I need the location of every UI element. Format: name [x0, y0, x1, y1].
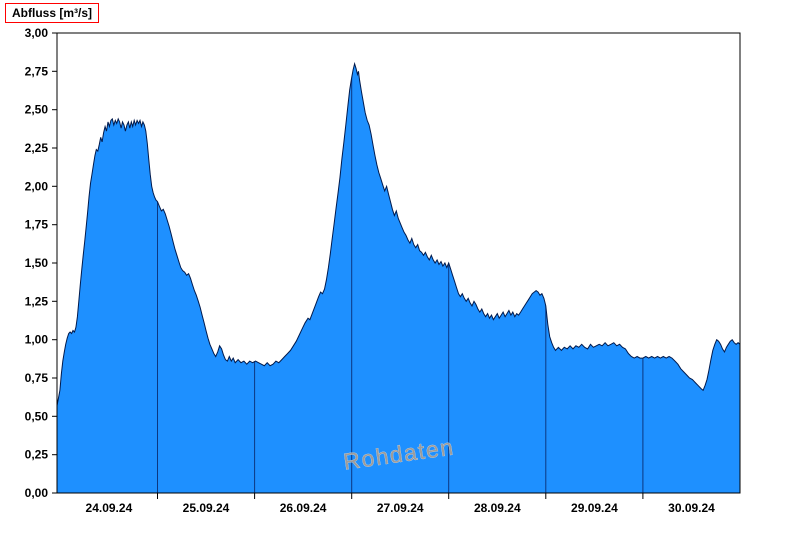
y-tick-label: 2,25	[25, 141, 49, 155]
y-tick-label: 1,50	[25, 256, 49, 270]
x-date-label: 27.09.24	[377, 501, 424, 515]
title-box: Abfluss [m³/s]	[5, 3, 100, 23]
x-date-label: 26.09.24	[280, 501, 327, 515]
y-tick-label: 2,75	[25, 64, 49, 78]
chart-title: Abfluss [m³/s]	[12, 6, 93, 20]
y-tick-label: 1,75	[25, 218, 49, 232]
discharge-area-fill	[57, 63, 740, 493]
x-date-label: 30.09.24	[668, 501, 715, 515]
y-tick-label: 0,50	[25, 409, 49, 423]
y-tick-label: 0,75	[25, 371, 49, 385]
x-date-label: 25.09.24	[183, 501, 230, 515]
x-date-label: 28.09.24	[474, 501, 521, 515]
x-axis: 24.09.24 25.09.24 26.09.24 27.09.24 28.09.24…	[86, 493, 715, 515]
y-tick-label: 2,00	[25, 179, 49, 193]
x-date-label: 24.09.24	[86, 501, 133, 515]
y-axis: 0,00 0,25 0,50 0,75 1,00 1,25 1,50 1,75 2,00 2,25…	[25, 26, 57, 500]
y-tick-label: 1,00	[25, 333, 49, 347]
y-tick-label: 1,25	[25, 294, 49, 308]
discharge-outline	[56, 61, 741, 406]
y-tick-label: 3,00	[25, 26, 49, 40]
x-date-label: 29.09.24	[571, 501, 618, 515]
y-tick-label: 2,50	[25, 103, 49, 117]
y-tick-label: 0,25	[25, 448, 49, 462]
y-tick-label: 0,00	[25, 486, 49, 500]
